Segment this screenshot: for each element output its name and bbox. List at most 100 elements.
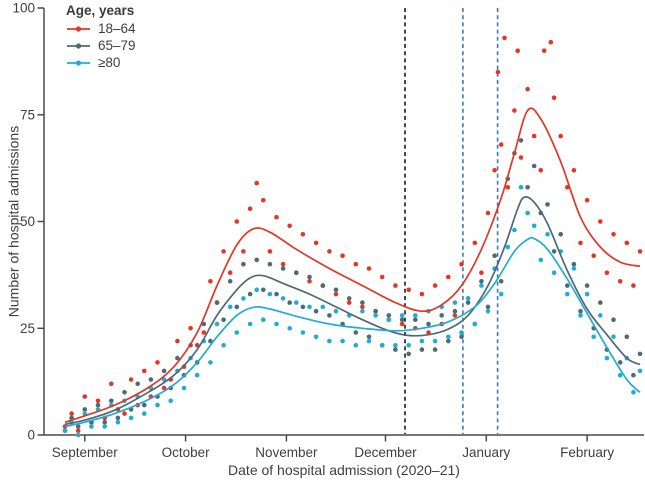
data-point-≥80 bbox=[446, 334, 451, 340]
data-point-≥80 bbox=[531, 223, 537, 229]
data-point-65–79 bbox=[221, 317, 226, 323]
data-point-≥80 bbox=[591, 334, 596, 340]
data-point-18–64 bbox=[548, 39, 554, 45]
data-point-≥80 bbox=[267, 291, 273, 297]
data-point-18–64 bbox=[82, 394, 88, 399]
data-point-18–64 bbox=[261, 197, 266, 203]
data-point-18–64 bbox=[128, 377, 134, 382]
data-point-≥80 bbox=[584, 291, 590, 297]
data-point-65–79 bbox=[122, 390, 127, 395]
data-point-≥80 bbox=[254, 287, 259, 293]
data-point-18–64 bbox=[578, 240, 583, 246]
data-point-≥80 bbox=[505, 244, 511, 250]
data-point-18–64 bbox=[227, 270, 233, 276]
data-point-65–79 bbox=[287, 300, 293, 305]
data-point-65–79 bbox=[406, 351, 412, 357]
data-point-65–79 bbox=[545, 202, 550, 207]
legend-line-dot-icon bbox=[67, 59, 90, 66]
data-point-18–64 bbox=[109, 381, 114, 387]
data-point-≥80 bbox=[327, 338, 332, 344]
data-point-18–64 bbox=[327, 249, 332, 254]
data-point-≥80 bbox=[459, 330, 464, 335]
data-point-65–79 bbox=[452, 308, 458, 314]
data-point-65–79 bbox=[161, 368, 167, 374]
data-point-18–64 bbox=[591, 253, 596, 258]
data-point-≥80 bbox=[565, 291, 570, 297]
data-point-65–79 bbox=[393, 347, 398, 352]
data-point-65–79 bbox=[631, 372, 636, 378]
data-point-≥80 bbox=[208, 360, 213, 365]
data-point-65–79 bbox=[558, 232, 563, 237]
data-point-65–79 bbox=[142, 402, 147, 408]
data-point-65–79 bbox=[360, 300, 365, 305]
data-point-65–79 bbox=[413, 317, 418, 323]
data-point-18–64 bbox=[241, 249, 246, 254]
data-point-≥80 bbox=[340, 338, 345, 344]
x-tick-label: September bbox=[52, 445, 119, 460]
y-tick-label: 75 bbox=[20, 107, 35, 122]
data-point-≥80 bbox=[168, 398, 173, 404]
data-point-65–79 bbox=[254, 257, 259, 263]
data-point-18–64 bbox=[611, 232, 616, 237]
data-point-18–64 bbox=[446, 274, 451, 280]
data-point-65–79 bbox=[598, 300, 603, 305]
data-point-≥80 bbox=[545, 232, 550, 237]
x-axis-title: Date of hospital admission (2020–21) bbox=[228, 462, 460, 478]
data-point-≥80 bbox=[214, 321, 220, 327]
data-point-65–79 bbox=[465, 300, 471, 305]
data-point-≥80 bbox=[598, 313, 603, 318]
data-point-≥80 bbox=[360, 308, 365, 314]
legend-title: Age, years bbox=[66, 3, 135, 18]
data-point-≥80 bbox=[498, 291, 504, 297]
data-point-≥80 bbox=[512, 227, 517, 233]
data-point-65–79 bbox=[320, 283, 326, 288]
data-point-18–64 bbox=[221, 249, 226, 254]
legend-label-80plus: ≥80 bbox=[98, 55, 121, 70]
data-point-18–64 bbox=[472, 240, 478, 246]
data-point-18–64 bbox=[617, 279, 623, 284]
data-point-18–64 bbox=[631, 283, 636, 288]
data-point-≥80 bbox=[280, 296, 286, 301]
data-point-65–79 bbox=[280, 266, 286, 271]
data-point-≥80 bbox=[386, 317, 392, 323]
data-point-18–64 bbox=[495, 69, 501, 75]
data-point-≥80 bbox=[307, 304, 312, 310]
data-point-≥80 bbox=[366, 338, 372, 344]
data-point-≥80 bbox=[465, 296, 471, 301]
data-point-≥80 bbox=[525, 210, 530, 216]
data-point-18–64 bbox=[479, 270, 484, 276]
data-point-18–64 bbox=[313, 240, 319, 246]
data-point-18–64 bbox=[399, 321, 405, 327]
data-point-≥80 bbox=[227, 304, 233, 310]
data-point-≥80 bbox=[161, 377, 167, 382]
data-point-≥80 bbox=[247, 321, 253, 327]
data-point-65–79 bbox=[578, 308, 583, 314]
legend: Age, years 18–64 65–79 ≥80 bbox=[66, 2, 136, 71]
data-point-18–64 bbox=[558, 133, 563, 139]
data-point-≥80 bbox=[102, 424, 107, 429]
data-point-65–79 bbox=[307, 274, 312, 280]
data-point-65–79 bbox=[214, 300, 220, 305]
legend-entry-18-64: 18–64 bbox=[66, 20, 136, 37]
data-point-18–64 bbox=[604, 270, 610, 276]
data-point-≥80 bbox=[373, 313, 378, 318]
data-point-18–64 bbox=[531, 133, 537, 139]
data-point-≥80 bbox=[452, 300, 458, 305]
data-point-≥80 bbox=[551, 270, 557, 276]
data-point-≥80 bbox=[611, 334, 616, 340]
data-point-65–79 bbox=[485, 304, 491, 310]
legend-entry-65-79: 65–79 bbox=[66, 37, 136, 54]
data-point-65–79 bbox=[247, 291, 253, 297]
data-point-65–79 bbox=[241, 261, 246, 267]
data-point-65–79 bbox=[531, 163, 537, 169]
data-point-65–79 bbox=[518, 138, 524, 143]
data-point-18–64 bbox=[637, 249, 643, 254]
data-point-18–64 bbox=[155, 360, 160, 365]
data-point-18–64 bbox=[287, 223, 293, 229]
legend-label-65-79: 65–79 bbox=[98, 38, 136, 53]
data-point-65–79 bbox=[551, 249, 557, 254]
data-point-18–64 bbox=[512, 108, 517, 113]
data-point-18–64 bbox=[247, 206, 253, 211]
data-point-18–64 bbox=[360, 304, 365, 310]
